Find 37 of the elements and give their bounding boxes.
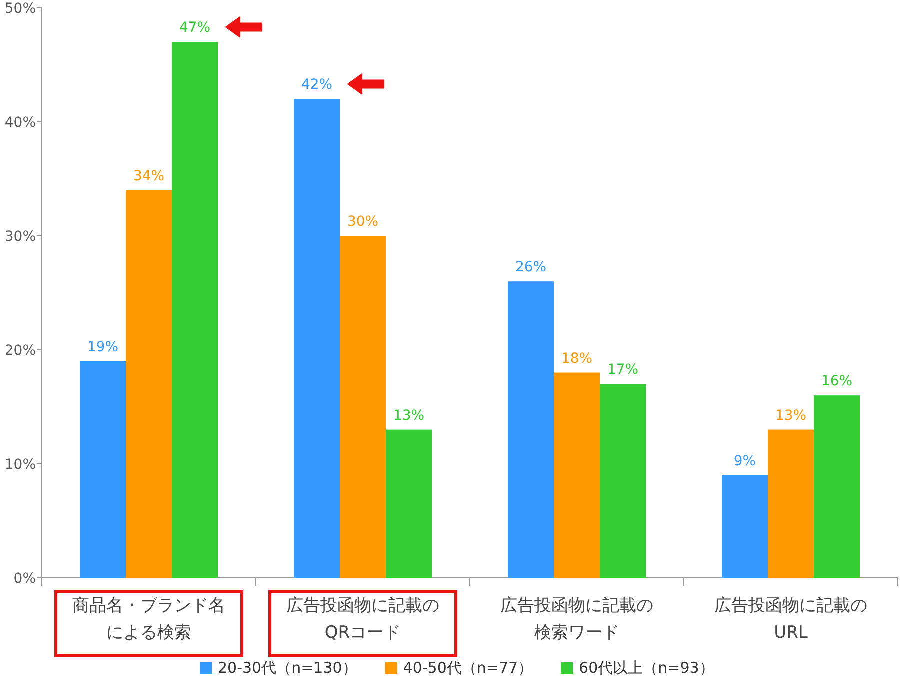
- bar: [600, 384, 646, 578]
- text: 9%: [734, 453, 756, 470]
- y-tick-label: 50%: [4, 1, 36, 17]
- bar: [722, 475, 768, 578]
- legend-label: 60代以上（n=93）: [579, 659, 714, 677]
- x-tick-label: 広告投函物に記載のQRコード: [286, 596, 440, 643]
- text: 19%: [87, 339, 119, 356]
- bar: [294, 99, 340, 578]
- text: 13%: [775, 408, 807, 424]
- bar: [814, 396, 860, 578]
- text: 30%: [347, 214, 379, 230]
- bar: [80, 361, 126, 578]
- x-tick-label: 広告投函物に記載の検索ワード: [500, 596, 654, 643]
- bar: [508, 282, 554, 578]
- text: 34%: [133, 168, 165, 184]
- text: 42%: [301, 77, 333, 94]
- bar: [554, 372, 600, 578]
- legend-label: 20-30代（n=130）: [218, 659, 358, 677]
- x-tick-label: 商品名・ブランド名による検索: [72, 596, 226, 643]
- text: 47%: [179, 20, 211, 36]
- y-tick-label: 10%: [4, 457, 36, 473]
- text: 13%: [393, 408, 425, 424]
- y-tick-label: 40%: [4, 115, 36, 131]
- bar: [172, 42, 218, 578]
- bar: [340, 236, 386, 578]
- bar: [126, 190, 172, 578]
- text: 26%: [515, 260, 547, 276]
- y-tick-label: 20%: [4, 343, 36, 359]
- bar: [386, 430, 432, 578]
- text: 18%: [561, 350, 593, 367]
- text: 16%: [821, 374, 853, 390]
- x-tick-label: 広告投函物に記載のURL: [714, 596, 868, 643]
- bar: [768, 430, 814, 578]
- legend-label: 40-50代（n=77）: [403, 659, 534, 677]
- text: 17%: [607, 362, 639, 378]
- y-tick-label: 0%: [14, 571, 36, 587]
- y-tick-label: 30%: [4, 229, 36, 245]
